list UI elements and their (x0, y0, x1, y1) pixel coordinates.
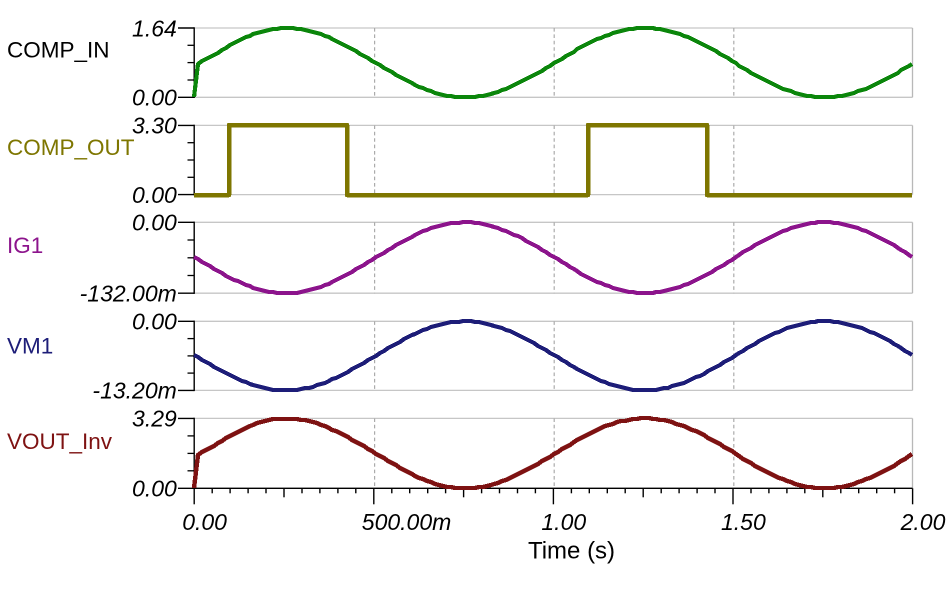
svg-text:Time (s): Time (s) (528, 538, 615, 565)
svg-text:VM1: VM1 (7, 333, 53, 358)
svg-text:0.00: 0.00 (132, 85, 177, 111)
svg-text:IG1: IG1 (7, 233, 43, 258)
svg-text:2.00: 2.00 (900, 509, 946, 535)
svg-text:0.00: 0.00 (132, 182, 177, 208)
svg-text:0.00: 0.00 (182, 509, 227, 535)
svg-text:0.00: 0.00 (132, 476, 177, 502)
svg-text:500.00m: 500.00m (362, 509, 452, 535)
svg-text:-13.20m: -13.20m (92, 378, 176, 404)
svg-text:-132.00m: -132.00m (80, 281, 177, 307)
svg-text:3.30: 3.30 (132, 113, 177, 139)
svg-text:0.00: 0.00 (132, 210, 177, 236)
svg-text:1.00: 1.00 (541, 509, 586, 535)
svg-text:1.50: 1.50 (721, 509, 766, 535)
svg-text:0.00: 0.00 (132, 309, 177, 335)
svg-text:COMP_IN: COMP_IN (7, 38, 110, 63)
svg-text:COMP_OUT: COMP_OUT (7, 135, 135, 160)
svg-text:VOUT_Inv: VOUT_Inv (7, 429, 113, 454)
svg-text:1.64: 1.64 (132, 15, 177, 41)
svg-text:3.29: 3.29 (132, 406, 177, 432)
